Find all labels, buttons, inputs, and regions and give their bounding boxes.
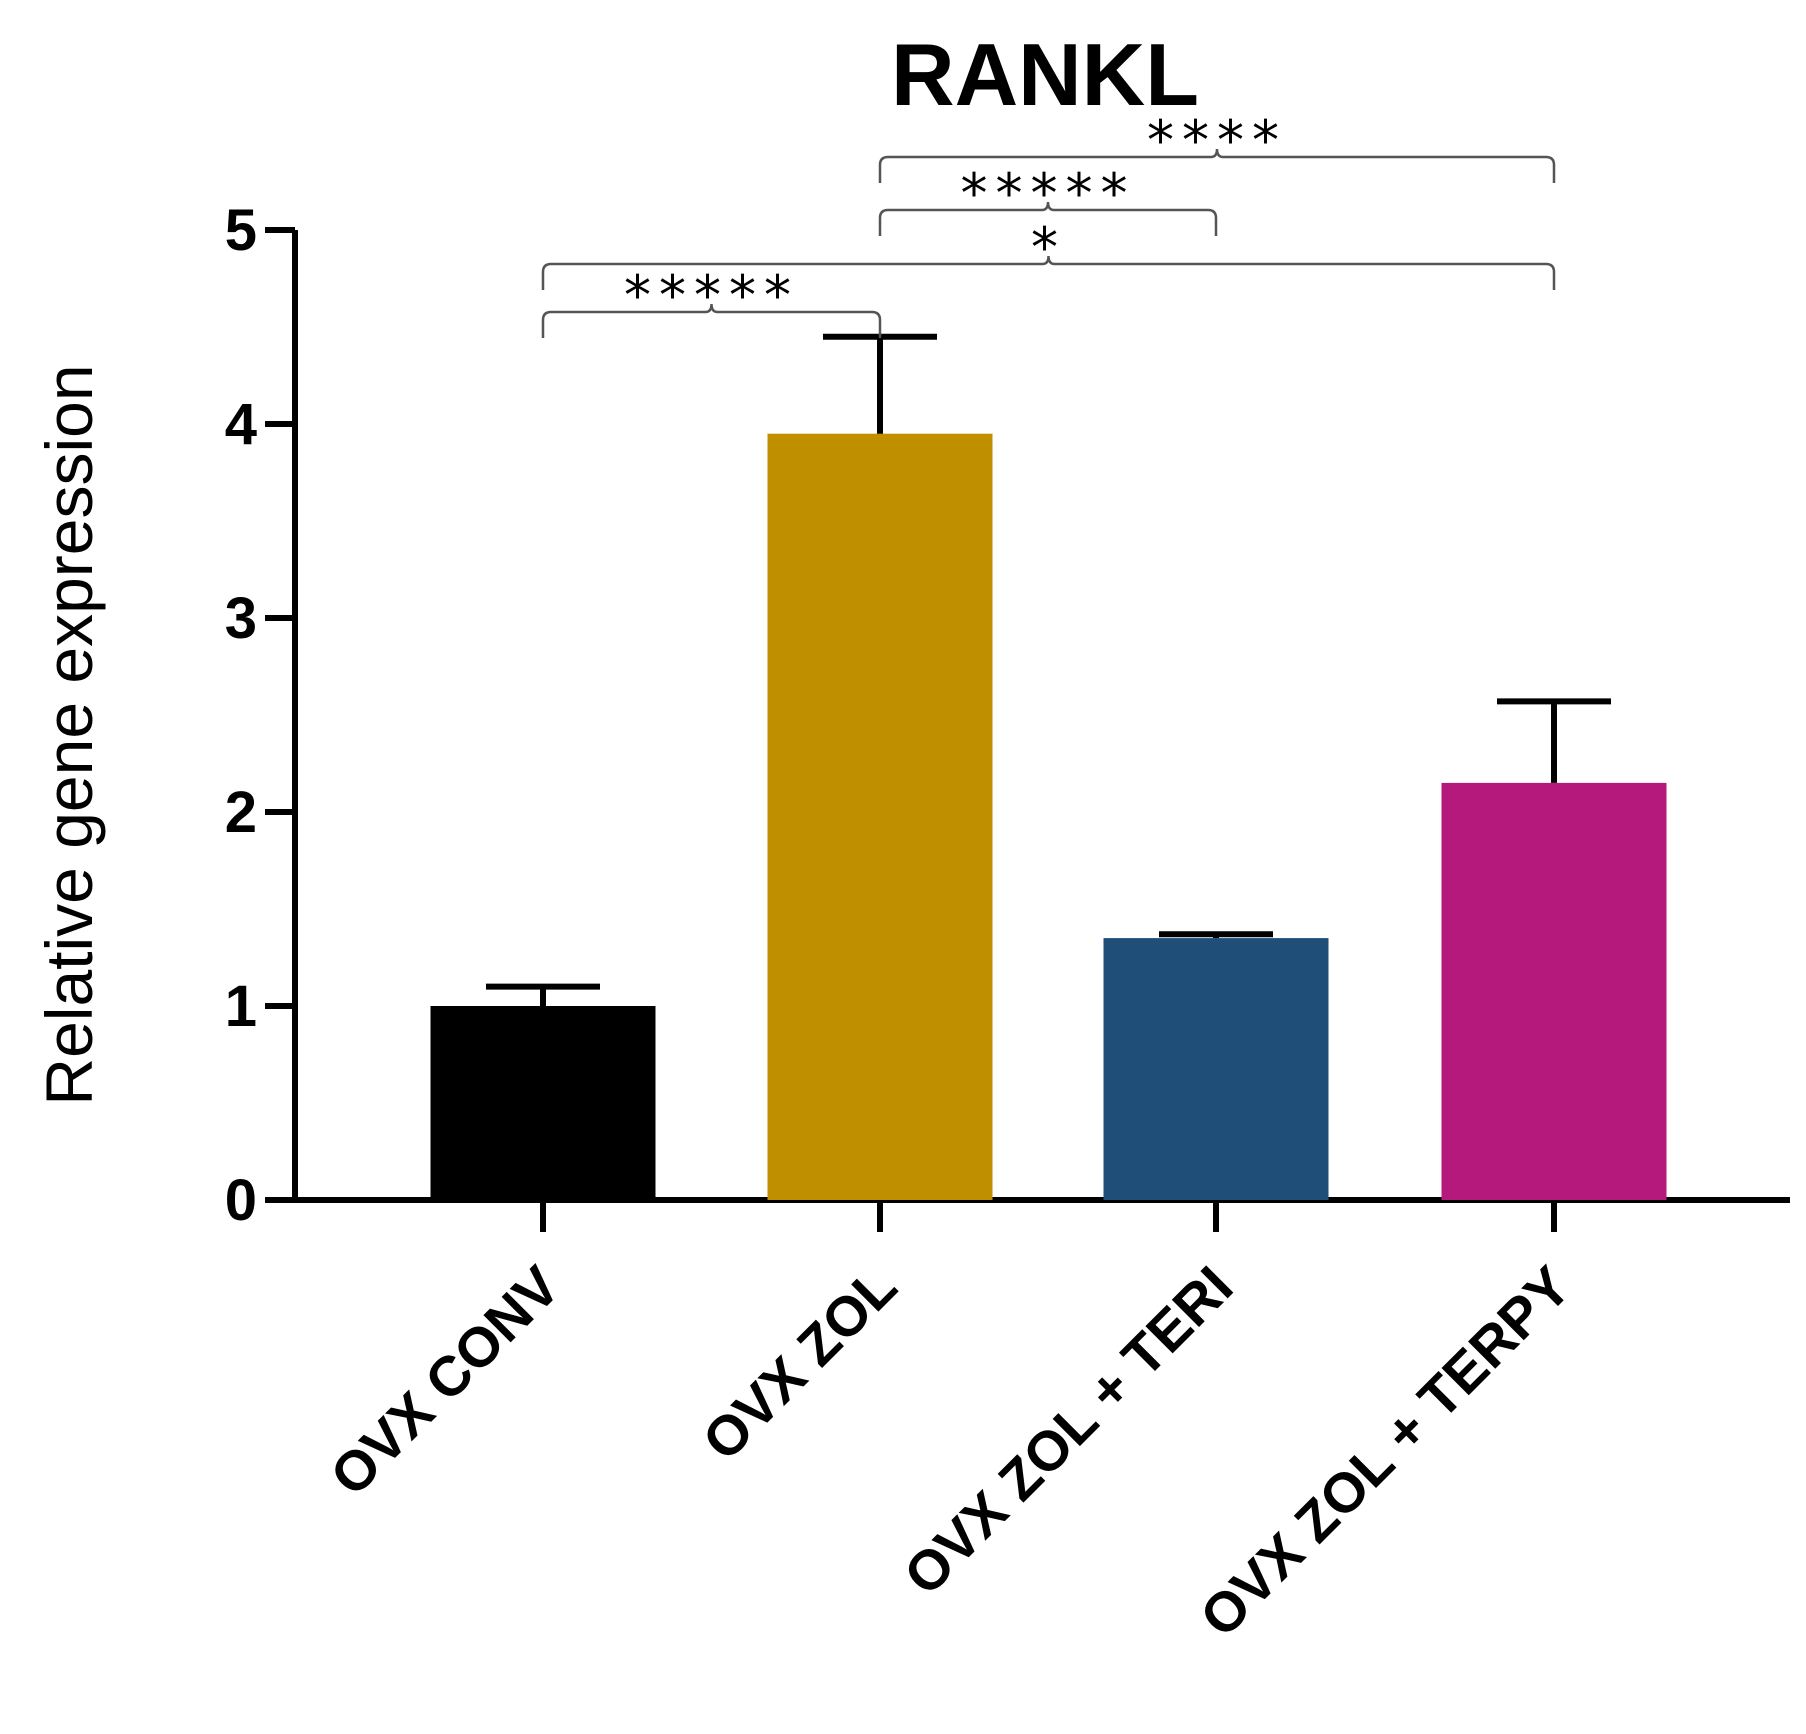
x-tick-label: OVX CONV: [318, 1254, 572, 1508]
y-tick-label: 1: [225, 974, 257, 1039]
x-tick-label: OVX ZOL + TERI: [892, 1254, 1245, 1607]
y-tick-label: 3: [225, 586, 257, 651]
bars: [430, 433, 1667, 1200]
significance-bracket: [878, 201, 1218, 236]
significance-bracket: [878, 148, 1556, 183]
bar: [430, 1006, 656, 1200]
bar: [1441, 782, 1667, 1200]
x-tick-label: OVX ZOL: [690, 1254, 908, 1472]
significance-label: *****: [624, 264, 799, 327]
y-axis-label: Relative gene expression: [32, 364, 106, 1105]
bar: [1103, 938, 1329, 1200]
chart-title: RANKL: [891, 25, 1199, 124]
y-tick-label: 4: [225, 392, 257, 457]
y-tick-label: 2: [225, 780, 257, 845]
x-tick-label: OVX ZOL + TERPY: [1188, 1254, 1583, 1649]
significance-bracket: [541, 303, 882, 338]
y-tick-label: 5: [225, 198, 257, 263]
significance-bracket: [541, 255, 1556, 290]
y-tick-label: 0: [225, 1168, 257, 1233]
significance-brackets: ***************: [541, 109, 1556, 338]
significance-label: *****: [961, 162, 1136, 225]
bar: [767, 433, 993, 1200]
significance-label: ****: [1147, 109, 1287, 172]
significance-label: *: [1031, 216, 1066, 279]
